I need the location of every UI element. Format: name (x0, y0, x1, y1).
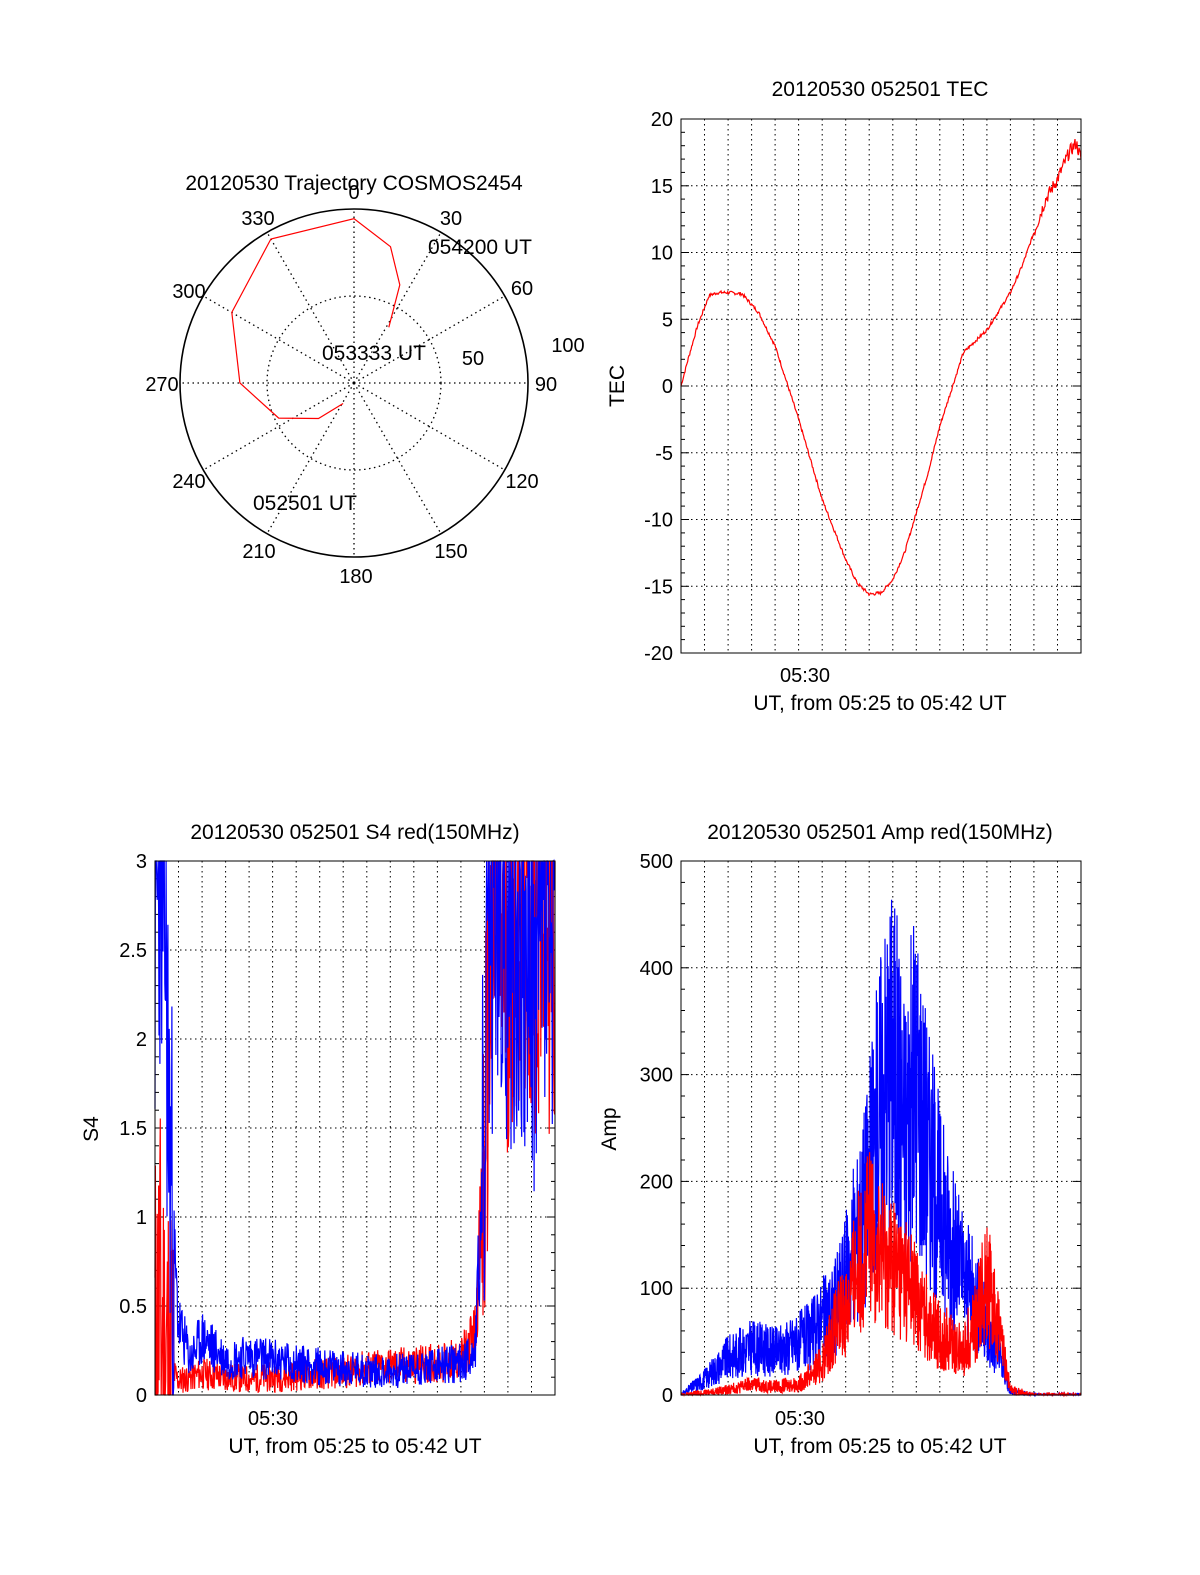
polar-outer-ring (179, 208, 529, 558)
tec-x-tick-label: 05:30 (780, 665, 830, 687)
y-tick-label: 500 (640, 851, 673, 873)
tec-x-axis-label: UT, from 05:25 to 05:42 UT (753, 692, 1006, 715)
polar-azimuth-label: 120 (505, 471, 538, 493)
y-tick-label: 5 (662, 309, 673, 331)
polar-spoke (353, 231, 442, 384)
polar-spoke (353, 382, 506, 471)
y-tick-label: -5 (655, 443, 673, 465)
amp-x-tick-label: 05:30 (775, 1408, 825, 1430)
y-tick-label: 0.5 (119, 1296, 147, 1318)
polar-azimuth-label: 30 (440, 208, 462, 230)
polar-azimuth-label: 210 (242, 541, 275, 563)
tec-y-tick-labels: 20 15 10 5 0 -5 -10 -15 -20 (644, 109, 673, 665)
s4-grid (155, 861, 555, 1395)
y-tick-label: 200 (640, 1171, 673, 1193)
polar-azimuth-label: 0 (348, 182, 359, 204)
polar-spoke (353, 295, 506, 384)
amp-plot-frame (680, 860, 1082, 1396)
polar-azimuth-label: 90 (535, 374, 557, 396)
annotation-mid-time: 053333 UT (322, 342, 426, 365)
y-tick-label: 20 (651, 109, 673, 131)
tec-panel: 20120530 052501 TEC 20151050-5-10-15-20 … (606, 78, 1082, 715)
polar-spoke (266, 231, 355, 384)
y-tick-label: 300 (640, 1065, 673, 1087)
amp-y-axis-label: Amp (598, 1107, 621, 1150)
y-tick-label: 0 (136, 1385, 147, 1407)
y-tick-label: 2.5 (119, 940, 147, 962)
amp-x-axis-label: UT, from 05:25 to 05:42 UT (753, 1435, 1006, 1458)
tec-plot-frame (680, 118, 1082, 654)
polar-spoke (266, 382, 355, 535)
y-tick-label: 0 (662, 1385, 673, 1407)
polar-azimuth-labels: 0 30 60 90 120 150 180 210 240 270 300 330 (145, 182, 557, 588)
s4-panel: 20120530 052501 S4 red(150MHz) 3 2.5 2 1.5 1… (80, 821, 556, 1458)
y-tick-label: 15 (651, 176, 673, 198)
annotation-start-time: 052501 UT (253, 492, 357, 515)
y-tick-label: 10 (651, 243, 673, 265)
y-tick-label: -20 (644, 643, 673, 665)
s4-x-axis-label: UT, from 05:25 to 05:42 UT (228, 1435, 481, 1458)
polar-azimuth-label: 330 (241, 208, 274, 230)
polar-spoke (202, 382, 355, 471)
tec-minor-ticks (681, 118, 1081, 654)
amp-panel: 20120530 052501 Amp red(150MHz) 500 400 30… (598, 821, 1082, 1458)
s4-title: 20120530 052501 S4 red(150MHz) (190, 821, 519, 844)
s4-x-tick-label: 05:30 (248, 1408, 298, 1430)
polar-azimuth-label: 60 (511, 278, 533, 300)
amp-red-series-line (680, 1152, 1082, 1398)
y-tick-label: 400 (640, 958, 673, 980)
s4-y-tick-labels: 3 2.5 2 1.5 1 0.5 0 (119, 851, 147, 1407)
tec-grid (681, 119, 1081, 653)
y-tick-label: 1.5 (119, 1118, 147, 1140)
tec-series-line (680, 139, 1082, 597)
y-tick-label: 0 (662, 376, 673, 398)
polar-grid (180, 209, 528, 557)
polar-spoke (353, 382, 442, 535)
polar-trajectory-line (231, 218, 401, 420)
polar-azimuth-label: 180 (339, 566, 372, 588)
s4-plot-frame (154, 860, 556, 1396)
amp-y-tick-labels: 500 400 300 200 100 0 (640, 851, 673, 1407)
polar-range-ring (266, 295, 442, 471)
y-tick-label: 100 (640, 1278, 673, 1300)
polar-azimuth-label: 150 (434, 541, 467, 563)
s4-y-axis-label: S4 (80, 1116, 103, 1142)
polar-radial-label-50: 50 (462, 348, 484, 370)
y-tick-label: 3 (136, 851, 147, 873)
y-tick-label: 1 (136, 1207, 147, 1229)
polar-spoke (202, 295, 355, 384)
polar-panel: 20120530 Trajectory COSMOS2454 0 30 60 90 12… (145, 172, 584, 588)
polar-azimuth-label: 300 (172, 281, 205, 303)
polar-azimuth-label: 240 (172, 471, 205, 493)
polar-title: 20120530 Trajectory COSMOS2454 (185, 172, 523, 195)
amp-blue-series-line (680, 899, 1082, 1398)
tec-title: 20120530 052501 TEC (772, 78, 989, 101)
polar-azimuth-label: 270 (145, 374, 178, 396)
polar-radial-label-100: 100 (551, 335, 584, 357)
amp-title: 20120530 052501 Amp red(150MHz) (707, 821, 1053, 844)
y-tick-label: -15 (644, 576, 673, 598)
y-tick-label: 2 (136, 1029, 147, 1051)
tec-y-axis-label: TEC (606, 365, 629, 407)
y-tick-label: -10 (644, 510, 673, 532)
annotation-end-time: 054200 UT (428, 236, 532, 259)
